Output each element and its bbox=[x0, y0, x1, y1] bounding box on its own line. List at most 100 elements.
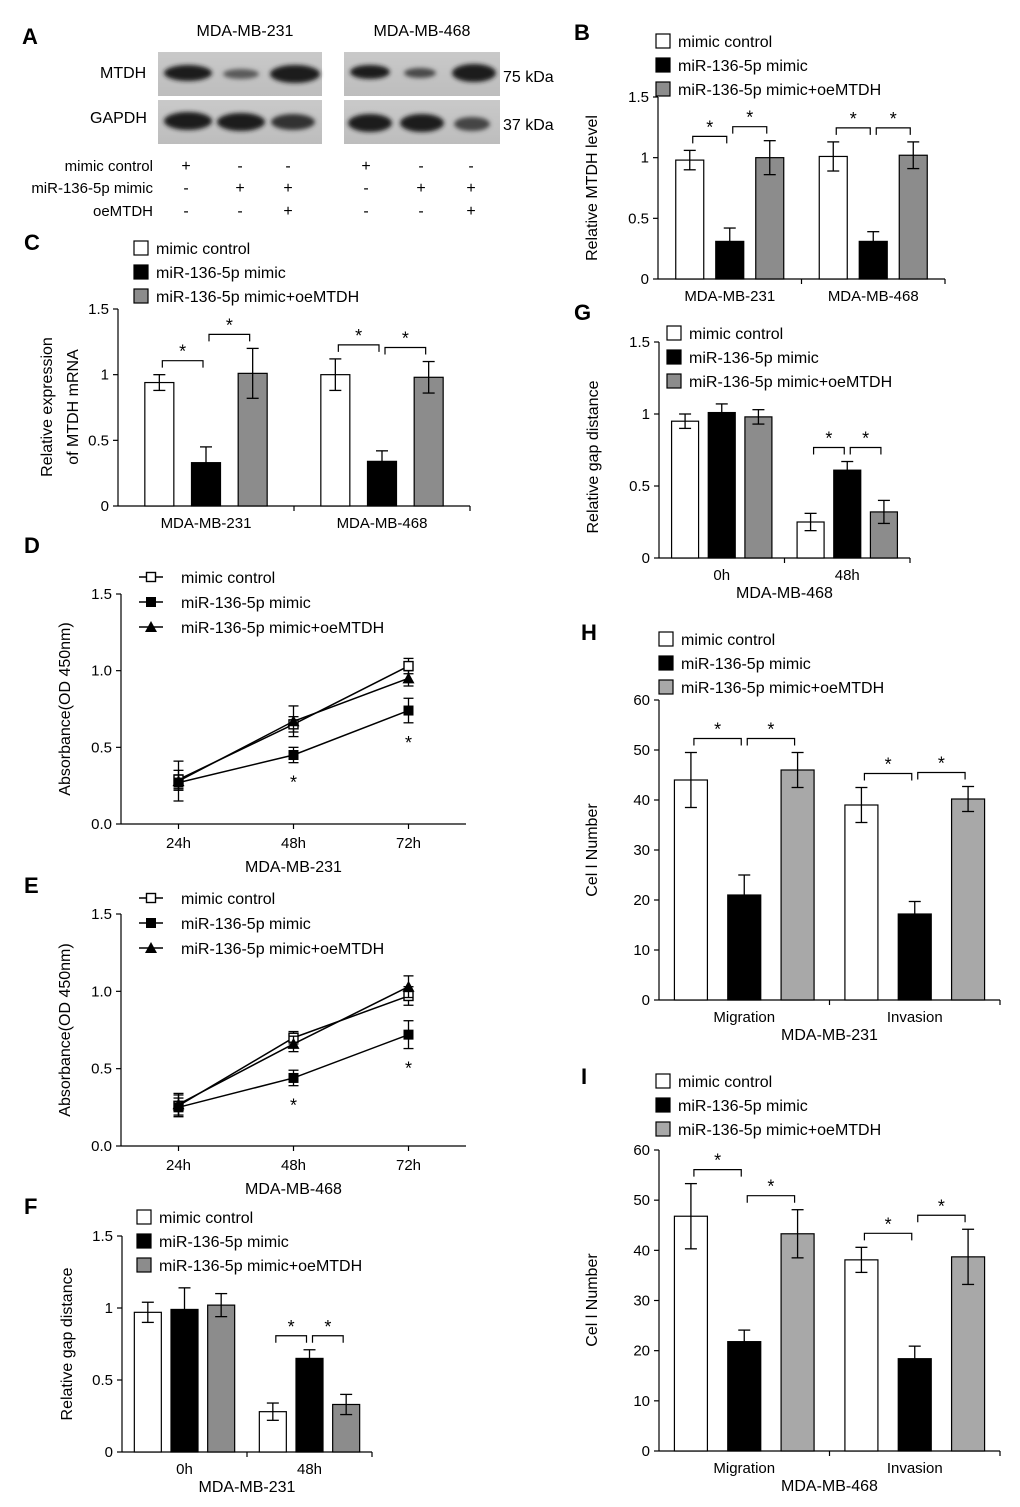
panel-letter: E bbox=[24, 873, 39, 898]
cell-line-label-231: MDA-MB-231 bbox=[197, 23, 294, 40]
y-tick-label: 10 bbox=[633, 942, 650, 959]
x-axis-label: MDA-MB-231 bbox=[199, 1479, 296, 1496]
condition-sign: - bbox=[468, 158, 473, 175]
y-tick-label: 40 bbox=[633, 1242, 650, 1259]
marker-triangle bbox=[402, 980, 415, 992]
significance-star: * bbox=[226, 315, 233, 335]
bar bbox=[744, 416, 773, 559]
significance-bracket bbox=[863, 1232, 913, 1241]
chart-b: 0 0.5 1 1.5 Relative MTDH level B mimic contro… bbox=[574, 20, 946, 305]
panel-letter: C bbox=[24, 230, 40, 255]
significance-star: * bbox=[405, 1059, 412, 1079]
bar bbox=[780, 769, 815, 1001]
y-axis-label: of MTDH mRNA bbox=[65, 349, 82, 465]
significance-bracket bbox=[917, 771, 966, 780]
marker-triangle bbox=[287, 715, 300, 727]
chart-f: 0 0.5 1 1.5 Relative gap distance F mimic cont… bbox=[24, 1194, 373, 1496]
panel-letter: D bbox=[24, 533, 40, 558]
legend-label: miR-136-5p mimic bbox=[159, 1234, 289, 1251]
x-tick-label: 48h bbox=[281, 1157, 306, 1174]
marker-triangle bbox=[402, 672, 415, 684]
legend-label: miR-136-5p mimic+oeMTDH bbox=[181, 941, 384, 958]
x-tick-label: 24h bbox=[166, 835, 191, 852]
marker-triangle bbox=[145, 621, 157, 632]
significance-star: * bbox=[290, 1096, 297, 1116]
condition-signs: + - - + - - - + + - + + - - + - - + bbox=[181, 158, 475, 220]
marker-open-square bbox=[145, 571, 157, 583]
y-axis-label: Relative gap distance bbox=[585, 380, 602, 533]
y-tick-label: 1.5 bbox=[91, 586, 112, 603]
panel-letter: H bbox=[581, 620, 597, 645]
marker-filled-square bbox=[403, 705, 414, 716]
bar bbox=[207, 1304, 236, 1453]
significance-bracket bbox=[917, 1214, 966, 1223]
condition-sign: - bbox=[237, 158, 242, 175]
condition-sign: + bbox=[235, 180, 244, 197]
x-tick-label: MDA-MB-468 bbox=[337, 515, 428, 532]
y-axis-label: Cel l Number bbox=[584, 803, 601, 897]
bar bbox=[897, 913, 932, 1001]
y-tick-label: 1 bbox=[641, 150, 649, 167]
legend-label: miR-136-5p mimic+oeMTDH bbox=[156, 289, 359, 306]
x-axis-label: MDA-MB-468 bbox=[781, 1478, 878, 1495]
y-tick-label: 0.5 bbox=[91, 1061, 112, 1078]
y-tick-label: 40 bbox=[633, 792, 650, 809]
legend-swatch bbox=[658, 655, 674, 671]
bar bbox=[170, 1308, 199, 1453]
legend-label: mimic control bbox=[159, 1210, 253, 1227]
marker-filled-square bbox=[288, 1072, 299, 1083]
significance-bracket bbox=[692, 135, 728, 144]
legend-swatch bbox=[133, 264, 149, 280]
y-tick-label: 0.5 bbox=[91, 739, 112, 756]
condition-sign: + bbox=[416, 180, 425, 197]
y-tick-label: 0 bbox=[642, 992, 650, 1009]
condition-label-mir-mimic: miR-136-5p mimic bbox=[31, 180, 153, 197]
significance-bracket bbox=[849, 446, 882, 455]
condition-sign: + bbox=[361, 158, 370, 175]
legend-swatch bbox=[658, 631, 674, 647]
significance-star: * bbox=[850, 109, 857, 129]
legend-swatch bbox=[136, 1209, 152, 1225]
legend-label: mimic control bbox=[681, 632, 775, 649]
band bbox=[400, 114, 444, 132]
marker-triangle bbox=[287, 1037, 300, 1049]
condition-sign: - bbox=[285, 158, 290, 175]
y-tick-label: 0.5 bbox=[629, 478, 650, 495]
significance-star: * bbox=[746, 108, 753, 128]
condition-sign: + bbox=[283, 180, 292, 197]
legend-label: miR-136-5p mimic+oeMTDH bbox=[678, 1122, 881, 1139]
y-tick-label: 10 bbox=[633, 1393, 650, 1410]
y-axis-label: Absorbance(OD 450nm) bbox=[57, 943, 74, 1116]
significance-star: * bbox=[324, 1317, 331, 1337]
y-tick-label: 1.0 bbox=[91, 663, 112, 680]
y-tick-label: 60 bbox=[633, 692, 650, 709]
significance-bracket bbox=[337, 344, 380, 352]
condition-sign: - bbox=[183, 180, 188, 197]
x-tick-label: 24h bbox=[166, 1157, 191, 1174]
legend-swatch bbox=[658, 679, 674, 695]
y-tick-label: 1.5 bbox=[88, 301, 109, 318]
charts-layer: 0 0.5 1 1.5 Relative MTDH level B mimic contro… bbox=[24, 20, 1001, 1496]
x-tick-label: Invasion bbox=[887, 1009, 943, 1026]
legend-swatch bbox=[655, 33, 671, 49]
significance-bracket bbox=[275, 1335, 308, 1343]
marker-open-square bbox=[403, 660, 414, 672]
significance-bracket bbox=[835, 127, 871, 135]
bar bbox=[707, 411, 736, 559]
bar bbox=[673, 779, 709, 1001]
y-tick-label: 50 bbox=[633, 742, 650, 759]
y-tick-label: 20 bbox=[633, 892, 650, 909]
panel-letter-a: A bbox=[22, 24, 38, 49]
significance-star: * bbox=[890, 109, 897, 129]
y-tick-label: 0.5 bbox=[92, 1372, 113, 1389]
y-tick-label: 0.0 bbox=[91, 1138, 112, 1155]
y-tick-label: 0.0 bbox=[91, 816, 112, 833]
significance-bracket bbox=[812, 446, 845, 455]
panel-letter: F bbox=[24, 1194, 37, 1219]
legend-swatch bbox=[666, 325, 682, 341]
significance-star: * bbox=[825, 429, 832, 449]
bar bbox=[673, 1215, 709, 1452]
bar bbox=[950, 1256, 986, 1452]
band bbox=[223, 69, 259, 79]
